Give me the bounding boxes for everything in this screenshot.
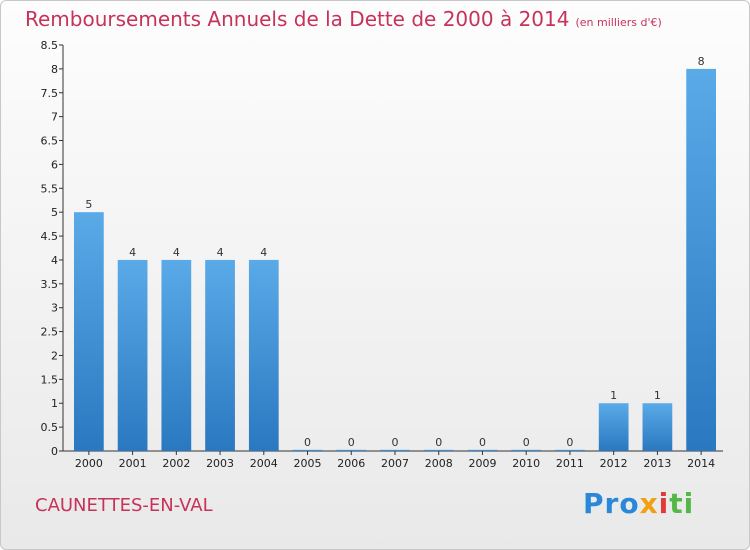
y-tick-label: 1.5 xyxy=(41,373,59,386)
bar-2009 xyxy=(467,449,498,451)
data-label-2013: 1 xyxy=(654,389,661,402)
x-tick-label-2006: 2006 xyxy=(337,457,365,470)
data-label-2007: 0 xyxy=(392,436,399,449)
x-tick-label-2013: 2013 xyxy=(643,457,671,470)
bar-2011 xyxy=(555,449,585,451)
bar-2005 xyxy=(292,449,323,451)
x-tick-label-2004: 2004 xyxy=(250,457,278,470)
chart-title-text: Remboursements Annuels de la Dette de 20… xyxy=(25,7,570,31)
x-tick-label-2014: 2014 xyxy=(687,457,715,470)
x-tick-label-2012: 2012 xyxy=(600,457,628,470)
data-label-2014: 8 xyxy=(698,55,705,68)
bar-2008 xyxy=(423,449,454,451)
proxiti-logo: Proxiti xyxy=(583,487,694,520)
x-tick-label-2007: 2007 xyxy=(381,457,409,470)
data-label-2002: 4 xyxy=(173,246,180,259)
bar-2001 xyxy=(117,259,148,451)
data-label-2010: 0 xyxy=(523,436,530,449)
bar-2014 xyxy=(686,68,717,451)
data-label-2001: 4 xyxy=(129,246,136,259)
data-label-2012: 1 xyxy=(610,389,617,402)
x-tick-label-2002: 2002 xyxy=(162,457,190,470)
logo-part-4: ti xyxy=(669,487,695,520)
bar-2012 xyxy=(598,403,629,451)
bar-2002 xyxy=(161,259,192,451)
data-label-2000: 5 xyxy=(85,198,92,211)
data-label-2011: 0 xyxy=(566,436,573,449)
logo-part-2: x xyxy=(639,487,659,520)
x-tick-label-2008: 2008 xyxy=(425,457,453,470)
data-label-2005: 0 xyxy=(304,436,311,449)
y-tick-label: 1 xyxy=(51,397,58,410)
x-tick-label-2001: 2001 xyxy=(119,457,147,470)
data-label-2003: 4 xyxy=(217,246,224,259)
x-tick-label-2003: 2003 xyxy=(206,457,234,470)
x-tick-label-2009: 2009 xyxy=(468,457,496,470)
data-label-2004: 4 xyxy=(260,246,267,259)
chart-title: Remboursements Annuels de la Dette de 20… xyxy=(25,7,662,31)
y-tick-label: 7.5 xyxy=(41,87,59,100)
x-tick-label-2010: 2010 xyxy=(512,457,540,470)
y-tick-label: 8.5 xyxy=(41,39,59,52)
y-ticks: 0 0.5 1 1.5 2 2.5 3 3.5 4 4.5 5 5.5 6 6.5 7 7.5 8 8.5 xyxy=(41,39,63,458)
bar-2003 xyxy=(205,259,235,451)
y-tick-label: 5.5 xyxy=(41,182,59,195)
x-ticks: 2000 2001 2002 2003 2004 2005 2006 2007 2008 2009… xyxy=(75,451,715,470)
y-tick-label: 2.5 xyxy=(41,326,59,339)
bar-2010 xyxy=(511,449,542,451)
bar-2004 xyxy=(248,259,279,451)
y-tick-label: 2 xyxy=(51,349,58,362)
data-label-2006: 0 xyxy=(348,436,355,449)
bar-2006 xyxy=(336,449,367,451)
data-label-2008: 0 xyxy=(435,436,442,449)
y-tick-label: 4 xyxy=(51,254,58,267)
bar-2013 xyxy=(642,403,673,451)
y-tick-label: 7 xyxy=(51,111,58,124)
x-tick-label-2000: 2000 xyxy=(75,457,103,470)
y-tick-label: 5 xyxy=(51,206,58,219)
y-tick-label: 0.5 xyxy=(41,421,59,434)
y-tick-label: 6.5 xyxy=(41,135,59,148)
bar-2000 xyxy=(73,212,104,451)
y-tick-label: 4.5 xyxy=(41,230,59,243)
logo-part-3: i xyxy=(658,487,670,520)
commune-name: CAUNETTES-EN-VAL xyxy=(35,495,213,516)
y-tick-label: 0 xyxy=(51,445,58,458)
logo-part-1: Pro xyxy=(583,487,640,520)
y-tick-label: 3 xyxy=(51,302,58,315)
y-tick-label: 8 xyxy=(51,63,58,76)
y-tick-label: 3.5 xyxy=(41,278,59,291)
y-tick-label: 6 xyxy=(51,158,58,171)
bar-2007 xyxy=(380,449,410,451)
data-label-2009: 0 xyxy=(479,436,486,449)
chart-subtitle: (en milliers d'€) xyxy=(575,16,662,29)
bars: 5 4 4 4 4 0 0 0 0 0 0 0 1 1 8 xyxy=(73,55,717,451)
x-tick-label-2011: 2011 xyxy=(556,457,584,470)
x-tick-label-2005: 2005 xyxy=(294,457,322,470)
